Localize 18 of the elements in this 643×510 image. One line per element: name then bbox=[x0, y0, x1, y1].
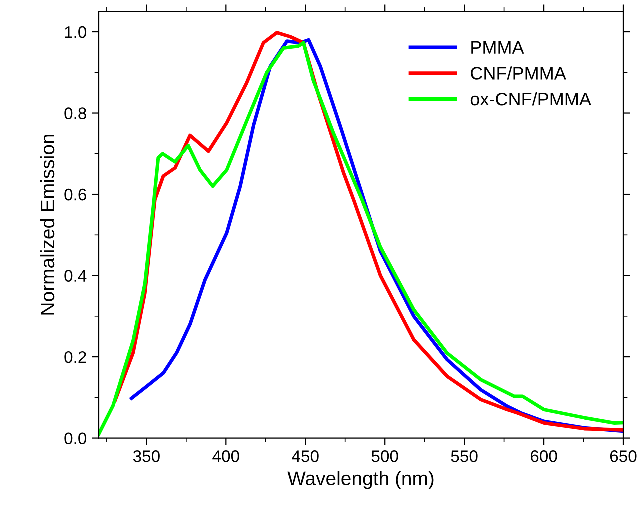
x-tick-label: 450 bbox=[292, 450, 319, 462]
x-tick-label: 550 bbox=[451, 450, 478, 462]
y-tick-label: 0.0 bbox=[64, 432, 87, 445]
y-tick-label: 0.8 bbox=[64, 108, 86, 120]
x-axis-title: Wavelength (nm) bbox=[288, 471, 434, 490]
legend-label: ox-CNF/PMMA bbox=[470, 92, 592, 106]
y-tick-label: 1.0 bbox=[65, 26, 87, 38]
x-tick-label: 350 bbox=[133, 450, 160, 462]
y-axis-title: Normalized Emission bbox=[40, 134, 55, 315]
y-tick-label: 0.2 bbox=[64, 351, 86, 364]
x-tick-label: 400 bbox=[212, 450, 240, 462]
x-tick-label: 500 bbox=[372, 450, 398, 462]
x-tick-label: 650 bbox=[610, 450, 637, 462]
y-tick-label: 0.6 bbox=[64, 188, 86, 201]
x-tick-label: 600 bbox=[530, 450, 558, 462]
y-tick-label: 0.4 bbox=[64, 270, 87, 282]
legend-label: PMMA bbox=[472, 41, 524, 54]
legend-label: CNF/PMMA bbox=[471, 66, 566, 80]
